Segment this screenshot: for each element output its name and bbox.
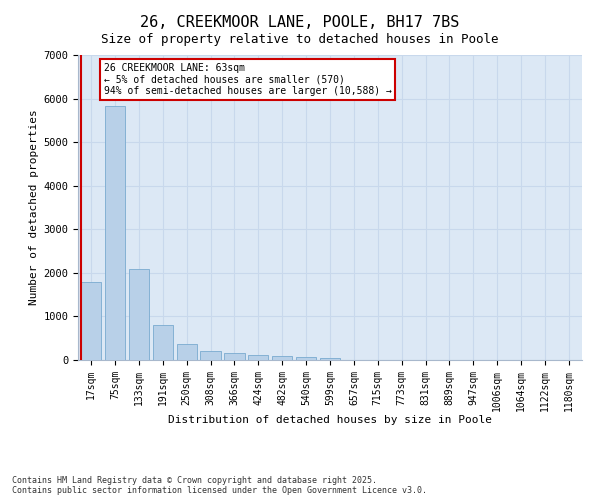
- Text: Contains HM Land Registry data © Crown copyright and database right 2025.
Contai: Contains HM Land Registry data © Crown c…: [12, 476, 427, 495]
- Bar: [200, 351, 221, 360]
- Bar: [272, 356, 292, 360]
- X-axis label: Distribution of detached houses by size in Poole: Distribution of detached houses by size …: [168, 415, 492, 425]
- Bar: [81, 282, 101, 360]
- Bar: [248, 355, 268, 360]
- Bar: [152, 324, 173, 360]
- Bar: [176, 344, 197, 360]
- Bar: [224, 354, 245, 360]
- Y-axis label: Number of detached properties: Number of detached properties: [29, 110, 39, 306]
- Bar: [129, 269, 149, 360]
- Text: 26 CREEKMOOR LANE: 63sqm
← 5% of detached houses are smaller (570)
94% of semi-d: 26 CREEKMOOR LANE: 63sqm ← 5% of detache…: [104, 63, 391, 96]
- Text: 26, CREEKMOOR LANE, POOLE, BH17 7BS: 26, CREEKMOOR LANE, POOLE, BH17 7BS: [140, 15, 460, 30]
- Bar: [296, 357, 316, 360]
- Text: Size of property relative to detached houses in Poole: Size of property relative to detached ho…: [101, 32, 499, 46]
- Bar: [320, 358, 340, 360]
- Bar: [105, 106, 125, 360]
